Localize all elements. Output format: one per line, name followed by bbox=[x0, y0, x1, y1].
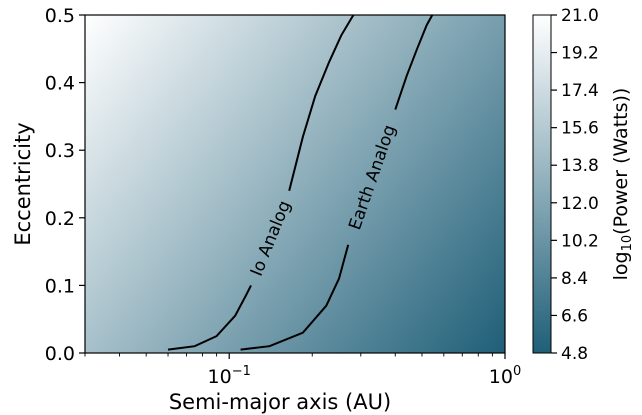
colorbar-label: log10(Power (Watts)) bbox=[610, 88, 635, 281]
colorbar-tick-label: 19.2 bbox=[561, 44, 599, 64]
contour-line bbox=[288, 14, 355, 192]
colorbar-tick-label: 4.8 bbox=[561, 344, 588, 364]
colorbar-tick-label: 21.0 bbox=[561, 6, 599, 26]
y-tick-label: 0.1 bbox=[45, 275, 75, 297]
plot-frame bbox=[84, 14, 506, 354]
y-axis-label: Eccentricity bbox=[11, 122, 35, 245]
contour-line bbox=[240, 244, 350, 351]
colorbar-tick-label: 12.0 bbox=[561, 194, 599, 214]
y-tick-label: 0.0 bbox=[45, 343, 75, 365]
x-tick-label: 10−1 bbox=[208, 364, 251, 388]
heatmap-area bbox=[85, 15, 505, 353]
y-tick-label: 0.2 bbox=[45, 208, 75, 230]
y-tick-label: 0.4 bbox=[45, 73, 75, 95]
colorbar-tick-label: 8.4 bbox=[561, 269, 588, 289]
contour-line bbox=[394, 14, 434, 110]
colorbar bbox=[532, 14, 552, 354]
colorbar-tick-label: 15.6 bbox=[561, 119, 599, 139]
y-axis: 0.0 0.1 0.2 0.3 0.4 0.5 bbox=[45, 5, 85, 365]
x-tick-label: 100 bbox=[489, 364, 521, 388]
x-axis-label: Semi-major axis (AU) bbox=[169, 390, 391, 414]
y-tick-label: 0.5 bbox=[45, 5, 75, 27]
colorbar-ticks: 21.0 19.2 17.4 15.6 13.8 12.0 10.2 8.4 6.6 4.8 bbox=[551, 6, 599, 364]
x-axis: 10−1 100 bbox=[84, 353, 521, 388]
contour-line bbox=[167, 284, 252, 351]
y-tick-label: 0.3 bbox=[45, 140, 75, 162]
colorbar-tick-label: 6.6 bbox=[561, 306, 588, 326]
colorbar-tick-label: 13.8 bbox=[561, 156, 599, 176]
colorbar-tick-label: 17.4 bbox=[561, 81, 599, 101]
colorbar-tick-label: 10.2 bbox=[561, 231, 599, 251]
